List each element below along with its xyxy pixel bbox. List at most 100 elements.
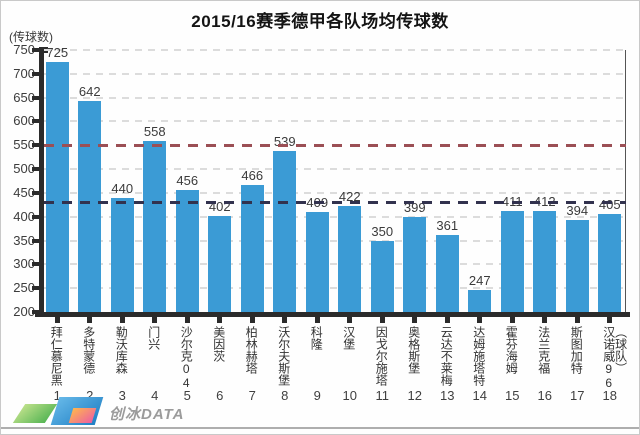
bar-value-label: 725 bbox=[46, 44, 69, 60]
bar bbox=[533, 211, 557, 312]
x-tick-label: 汉诺威96 bbox=[601, 326, 616, 390]
bar-value-label: 558 bbox=[143, 124, 166, 140]
x-tick-mark bbox=[412, 317, 418, 323]
x-tick-label: 拜仁慕尼黑 bbox=[49, 326, 64, 386]
bar bbox=[110, 197, 134, 312]
x-rank-label: 4 bbox=[151, 388, 159, 403]
x-rank-label: 10 bbox=[342, 388, 357, 403]
x-tick-label: 沙尔克04 bbox=[179, 326, 194, 390]
x-tick-mark bbox=[444, 317, 450, 323]
x-tick-mark bbox=[119, 317, 125, 323]
x-tick-mark bbox=[217, 317, 223, 323]
bar bbox=[305, 212, 329, 312]
x-tick-label: 美因茨 bbox=[211, 326, 226, 362]
y-tick-label: 600 bbox=[13, 113, 35, 129]
x-tick-label: 奥格斯堡 bbox=[406, 326, 421, 374]
y-tick-label: 700 bbox=[13, 65, 35, 81]
x-tick-mark bbox=[379, 317, 385, 323]
bar-value-label: 466 bbox=[241, 168, 264, 184]
bar bbox=[565, 219, 589, 312]
x-tick-mark bbox=[282, 317, 288, 323]
x-tick-mark bbox=[54, 317, 60, 323]
bar bbox=[403, 217, 427, 312]
x-tick-mark bbox=[574, 317, 580, 323]
x-tick-label: 达姆施塔特 bbox=[471, 326, 486, 386]
gridline bbox=[44, 215, 626, 218]
x-axis-unit-label: （球队） bbox=[613, 326, 628, 374]
bar-value-label: 422 bbox=[338, 189, 361, 205]
x-rank-label: 12 bbox=[407, 388, 422, 403]
gridline bbox=[44, 287, 626, 290]
bar-value-label: 394 bbox=[566, 202, 589, 218]
y-tick-label: 650 bbox=[13, 89, 35, 105]
gridline bbox=[44, 49, 626, 51]
bar bbox=[143, 141, 167, 312]
x-rank-label: 14 bbox=[472, 388, 487, 403]
x-rank-label: 2 bbox=[86, 388, 94, 403]
x-rank-label: 5 bbox=[183, 388, 191, 403]
bar bbox=[273, 150, 297, 312]
gridline bbox=[44, 191, 626, 194]
y-axis-cap bbox=[39, 47, 48, 53]
y-tick-mark bbox=[32, 48, 39, 52]
bar-value-label: 642 bbox=[78, 84, 101, 100]
reference-line bbox=[44, 144, 626, 148]
gridline bbox=[44, 72, 626, 75]
y-tick-label: 450 bbox=[13, 184, 35, 200]
bar-value-label: 361 bbox=[436, 218, 459, 234]
bar bbox=[500, 211, 524, 312]
x-tick-mark bbox=[607, 317, 613, 323]
bar bbox=[338, 206, 362, 312]
bar-value-label: 247 bbox=[468, 272, 491, 288]
y-tick-mark bbox=[32, 214, 39, 219]
bar bbox=[78, 101, 102, 312]
gridline bbox=[44, 263, 626, 266]
bar bbox=[45, 61, 69, 312]
y-tick-mark bbox=[32, 238, 39, 243]
y-tick-mark bbox=[32, 119, 39, 124]
bar bbox=[240, 185, 264, 312]
bar bbox=[208, 215, 232, 312]
bar bbox=[435, 235, 459, 312]
y-tick-label: 300 bbox=[13, 256, 35, 272]
logo-green-shape bbox=[12, 404, 58, 423]
x-tick-label: 多特蒙德 bbox=[81, 326, 96, 374]
y-tick-label: 400 bbox=[13, 208, 35, 224]
x-tick-label: 斯图加特 bbox=[569, 326, 584, 374]
gridline bbox=[44, 239, 626, 242]
brand-text: 创冰DATA bbox=[109, 406, 185, 423]
plot-right-border bbox=[625, 50, 626, 312]
bar-value-label: 456 bbox=[176, 173, 199, 189]
y-tick-mark bbox=[32, 262, 39, 267]
x-rank-label: 15 bbox=[505, 388, 520, 403]
gridline bbox=[44, 120, 626, 123]
x-tick-label: 沃尔夫斯堡 bbox=[276, 326, 291, 386]
x-rank-label: 6 bbox=[216, 388, 224, 403]
x-tick-label: 云达不莱梅 bbox=[439, 326, 454, 386]
x-tick-label: 法兰克福 bbox=[536, 326, 551, 374]
x-rank-label: 7 bbox=[248, 388, 256, 403]
y-tick-mark bbox=[32, 95, 39, 100]
bar bbox=[175, 190, 199, 312]
y-tick-label: 200 bbox=[13, 304, 35, 319]
x-rank-label: 1 bbox=[53, 388, 61, 403]
x-rank-label: 3 bbox=[118, 388, 126, 403]
y-tick-label: 350 bbox=[13, 232, 35, 248]
y-tick-mark bbox=[32, 167, 39, 172]
x-rank-label: 18 bbox=[602, 388, 617, 403]
x-tick-mark bbox=[542, 317, 548, 323]
chart-title: 2015/16赛季德甲各队场均传球数 bbox=[191, 12, 449, 31]
y-tick-label: 550 bbox=[13, 137, 35, 153]
x-tick-label: 柏林赫塔 bbox=[244, 326, 259, 374]
y-tick-mark bbox=[32, 143, 39, 148]
y-tick-mark bbox=[32, 71, 39, 76]
bar bbox=[468, 289, 492, 312]
x-tick-label: 科隆 bbox=[309, 326, 324, 350]
x-rank-label: 8 bbox=[281, 388, 289, 403]
x-rank-label: 16 bbox=[537, 388, 552, 403]
x-tick-mark bbox=[347, 317, 353, 323]
x-rank-label: 13 bbox=[440, 388, 455, 403]
y-tick-label: 250 bbox=[13, 280, 35, 296]
x-tick-label: 因戈尔施塔 bbox=[374, 326, 389, 386]
